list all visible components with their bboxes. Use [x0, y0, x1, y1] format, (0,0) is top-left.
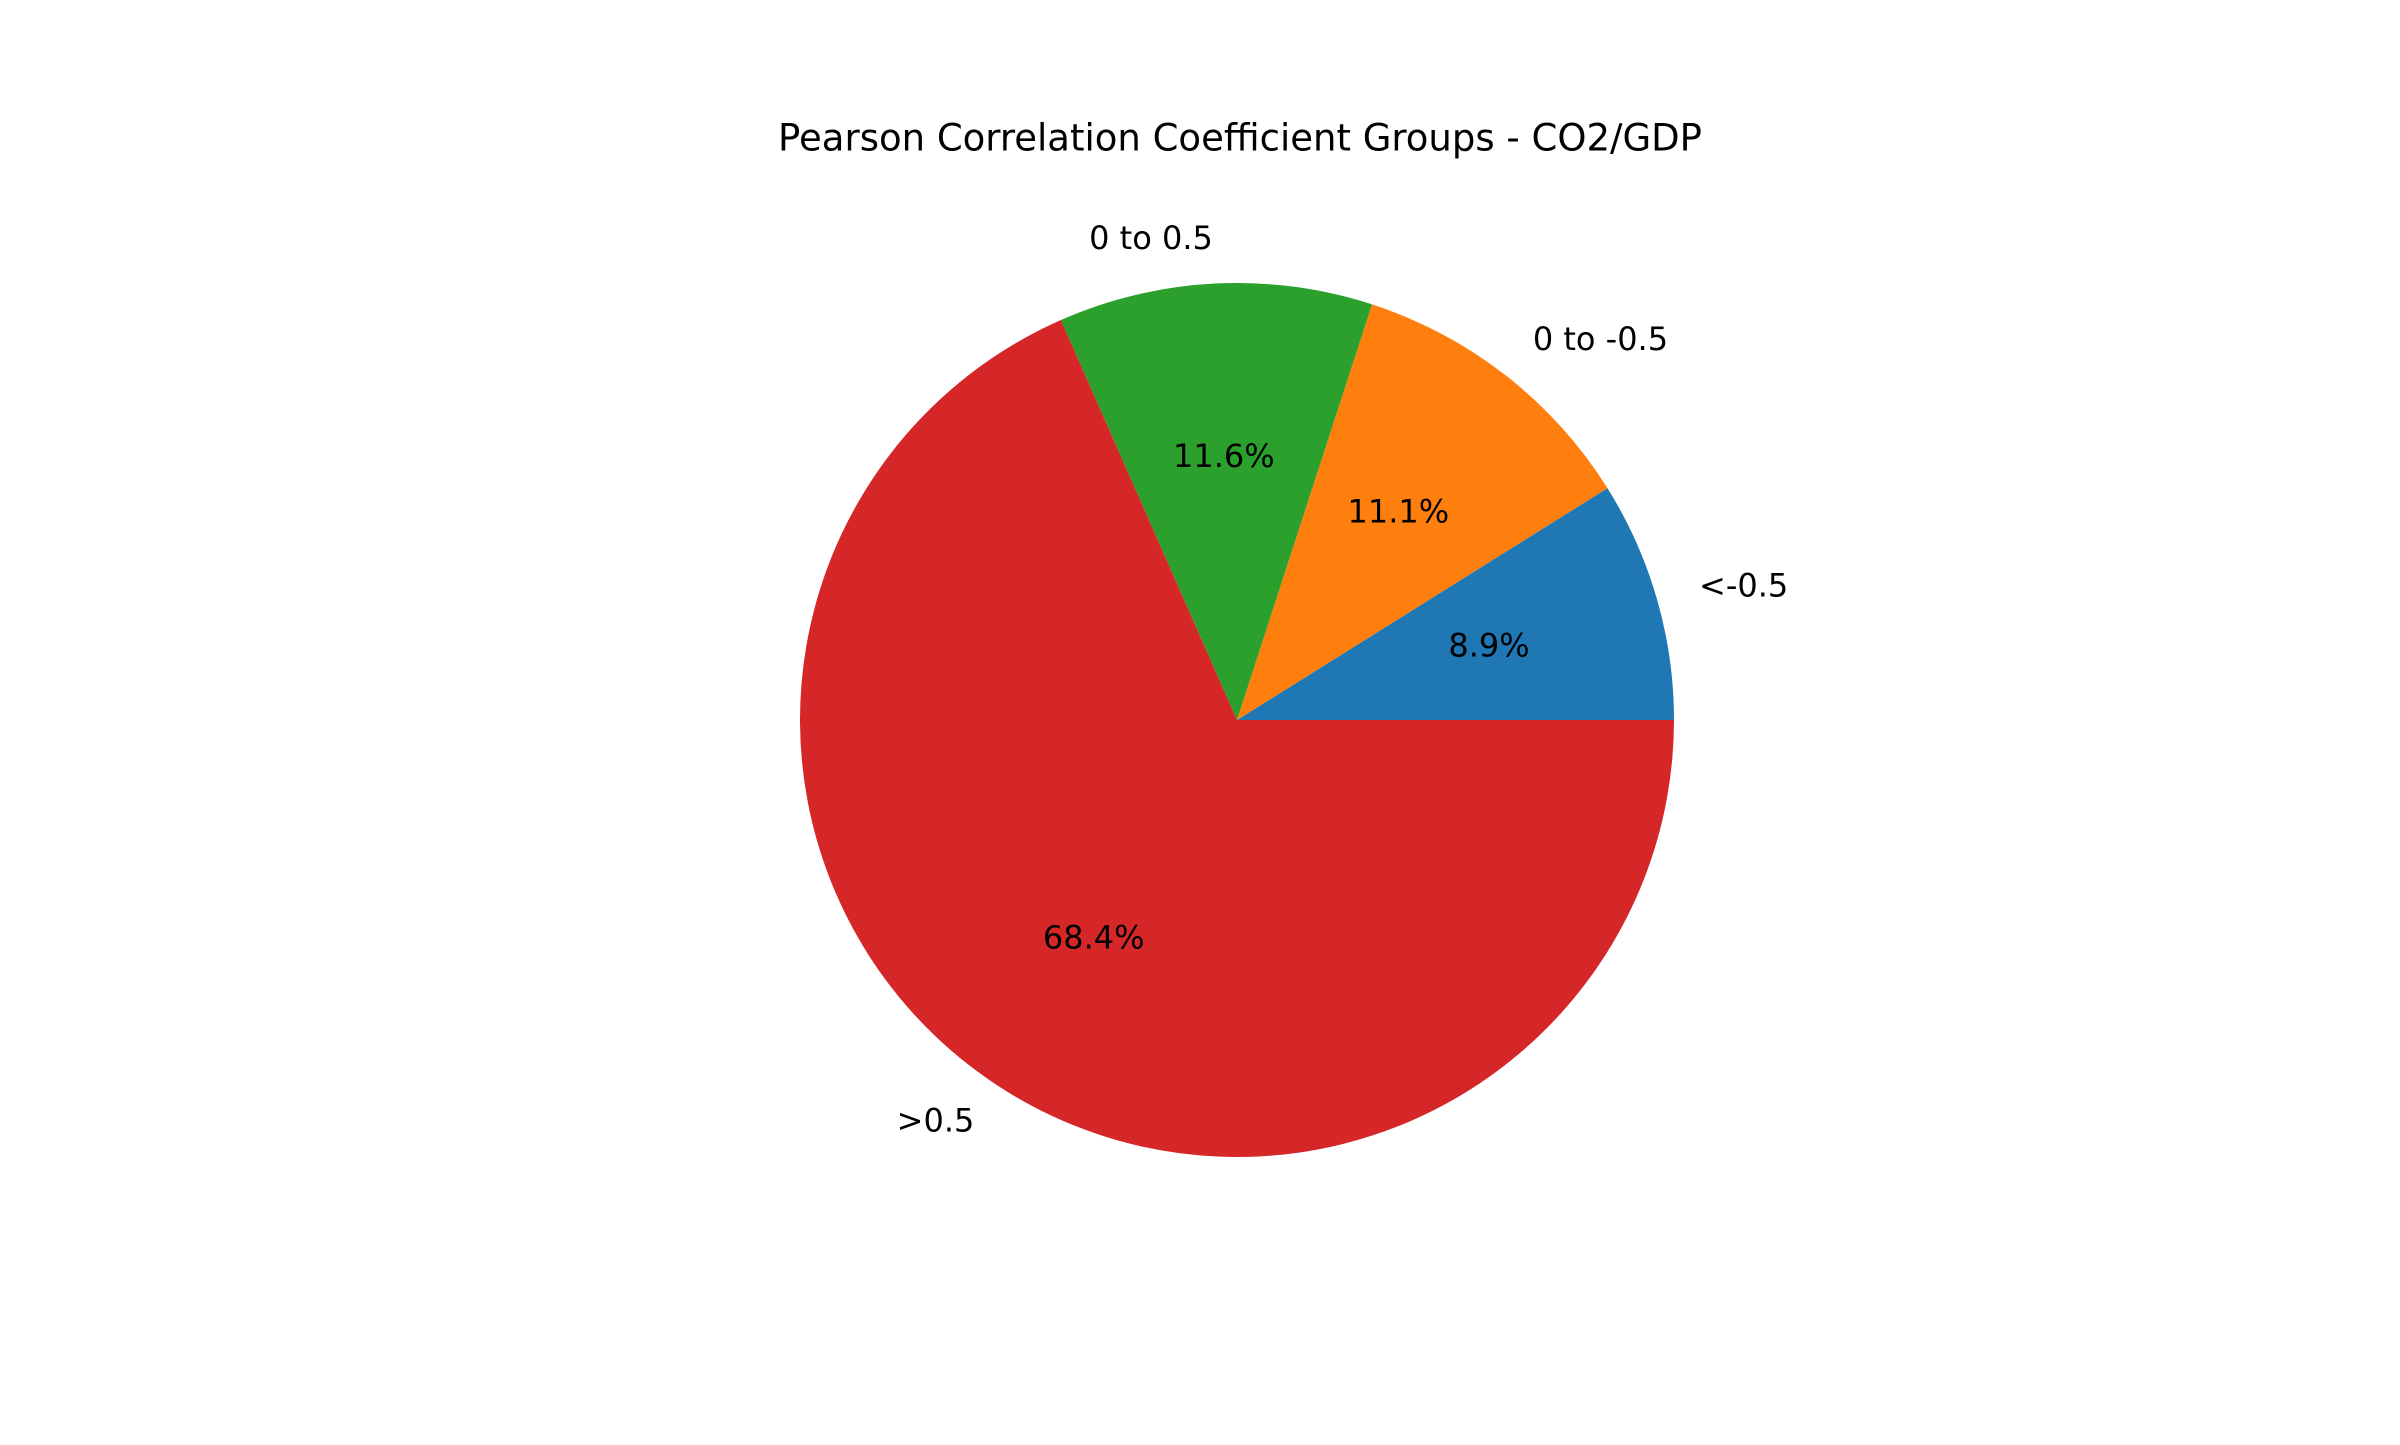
slice-label: 0 to -0.5: [1533, 320, 1668, 358]
slice-label: >0.5: [897, 1102, 975, 1140]
pie-slice: [800, 320, 1674, 1158]
pie-slices: [800, 283, 1674, 1158]
slice-label: 0 to 0.5: [1089, 219, 1213, 257]
pie-slice: [1060, 283, 1373, 720]
pie-slice: [1237, 304, 1608, 720]
pie-slice: [1237, 488, 1674, 720]
slice-percent-label: 68.4%: [1043, 919, 1145, 957]
slice-label: <-0.5: [1699, 566, 1788, 604]
slice-percent-label: 11.6%: [1173, 437, 1275, 475]
slice-percent-label: 11.1%: [1348, 492, 1450, 530]
pie-labels: <-0.5 8.9% 0 to -0.5 11.1% 0 to 0.5 11.6% >0.5…: [897, 219, 1789, 1140]
chart-title: Pearson Correlation Coefficient Groups -…: [778, 117, 1702, 160]
slice-percent-label: 8.9%: [1448, 627, 1529, 665]
